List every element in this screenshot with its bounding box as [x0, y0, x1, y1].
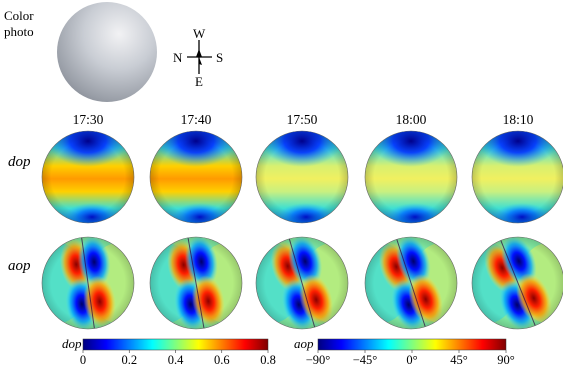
time-label-1810: 18:10 [503, 112, 534, 127]
compass-south: S [216, 50, 223, 65]
dop-map-outline [41, 130, 135, 224]
time-label-1750: 17:50 [287, 112, 318, 127]
dop-colorbar-label: dop [62, 336, 82, 351]
photo-label-line1: Color [4, 8, 34, 23]
aop-map-1730 [42, 237, 134, 329]
dop-colorbar: dop 0 0.2 0.4 0.6 0.8 [62, 336, 276, 367]
sky-photo [57, 2, 157, 102]
dop-maps-row [41, 130, 563, 224]
aop-map-outline [41, 236, 135, 330]
aop-colorbar-label: aop [294, 336, 314, 351]
compass-north: N [173, 50, 183, 65]
aop-tick-label: 0° [406, 353, 417, 367]
photo-label-line2: photo [4, 24, 34, 39]
aop-map-1810 [472, 237, 563, 329]
compass-east: E [195, 74, 203, 89]
dop-colorbar-strip [82, 338, 269, 351]
dop-tick-label: 0.4 [168, 353, 184, 367]
time-label-1730: 17:30 [73, 112, 104, 127]
aop-map-outline [364, 236, 458, 330]
dop-map-1800 [365, 131, 457, 223]
aop-map-outline [149, 236, 243, 330]
dop-map-1750 [256, 131, 348, 223]
color-photo: Color photo [4, 2, 157, 102]
row-label-aop: aop [8, 258, 31, 274]
dop-map-outline [255, 130, 349, 224]
aop-maps-row [41, 236, 563, 330]
time-label-1740: 17:40 [181, 112, 212, 127]
dop-map-1810 [472, 131, 563, 223]
aop-map-outline [471, 236, 563, 330]
dop-map-outline [364, 130, 458, 224]
aop-tick-label: 90° [497, 353, 515, 367]
time-label-1800: 18:00 [396, 112, 427, 127]
compass: W N S E [173, 26, 223, 89]
row-label-dop: dop [8, 154, 31, 170]
aop-map-1740 [150, 237, 242, 329]
aop-map-1750 [256, 237, 348, 329]
time-labels: 17:30 17:40 17:50 18:00 18:10 [73, 112, 534, 127]
dop-tick-label: 0 [80, 353, 86, 367]
aop-colorbar: aop −90° −45° 0° 45° 90° [294, 336, 515, 367]
dop-map-1740 [150, 131, 242, 223]
aop-map-outline [255, 236, 349, 330]
aop-colorbar-strip [317, 338, 507, 351]
dop-tick-label: 0.6 [214, 353, 230, 367]
dop-map-outline [149, 130, 243, 224]
dop-map-outline [471, 130, 563, 224]
aop-tick-label: −45° [353, 353, 378, 367]
aop-tick-label: 45° [450, 353, 468, 367]
compass-west: W [193, 26, 206, 41]
dop-tick-label: 0.2 [121, 353, 137, 367]
aop-tick-label: −90° [306, 353, 331, 367]
dop-map-1730 [42, 131, 134, 223]
aop-map-1800 [365, 237, 457, 329]
dop-tick-label: 0.8 [260, 353, 276, 367]
